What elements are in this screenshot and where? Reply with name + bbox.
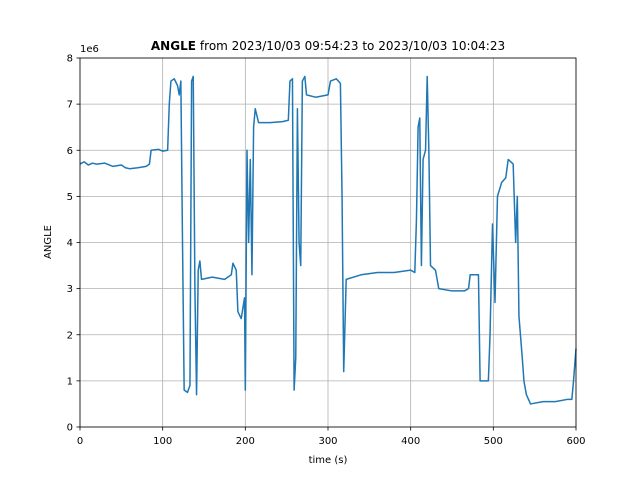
- y-tick-label: 3: [67, 284, 73, 295]
- y-tick-label: 5: [67, 192, 73, 203]
- y-tick-label: 6: [67, 146, 73, 157]
- y-tick-label: 7: [67, 100, 73, 111]
- y-tick-label: 4: [67, 238, 73, 249]
- x-axis-label: time (s): [309, 455, 348, 466]
- chart-title: ANGLE from 2023/10/03 09:54:23 to 2023/10…: [151, 39, 505, 53]
- title-rest: from 2023/10/03 09:54:23 to 2023/10/03 1…: [200, 39, 505, 53]
- axes-frame: [79, 57, 577, 428]
- y-tick-label: 8: [67, 54, 73, 65]
- x-tick-label: 0: [77, 436, 83, 447]
- y-tick-label: 1: [67, 376, 73, 387]
- x-tick-label: 400: [401, 436, 420, 447]
- offset-text: 1e6: [80, 44, 99, 55]
- x-tick-label: 100: [153, 436, 172, 447]
- y-tick-label: 0: [67, 423, 73, 434]
- x-tick-label: 300: [318, 436, 337, 447]
- x-tick-label: 500: [484, 436, 503, 447]
- y-axis-label: ANGLE: [43, 225, 54, 259]
- y-tick-label: 2: [67, 330, 73, 341]
- data-line: [79, 75, 577, 405]
- x-tick-label: 600: [566, 436, 585, 447]
- plot-area: 0 100 200 300 400 500 600 0 1 2 3 4 5 6 7 8: [67, 54, 586, 448]
- title-bold: ANGLE: [151, 39, 196, 53]
- x-tick-label: 200: [236, 436, 255, 447]
